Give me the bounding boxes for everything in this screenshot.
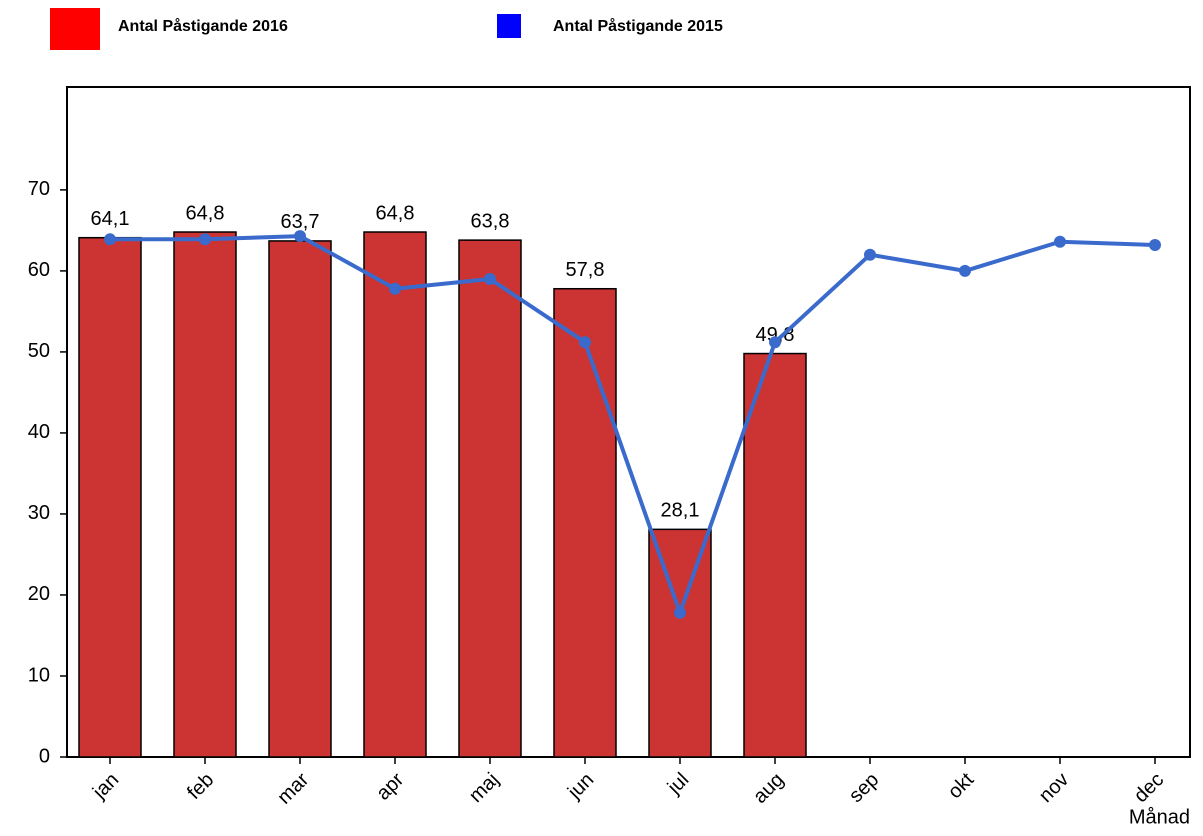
- y-tick-label: 10: [28, 664, 50, 686]
- line-marker: [579, 336, 591, 349]
- x-tick-label: maj: [465, 769, 503, 807]
- bar: [78, 236, 142, 758]
- y-tick-label: 50: [28, 340, 50, 362]
- data-label: 57,8: [566, 259, 605, 281]
- y-tick-label: 60: [28, 259, 50, 281]
- line-marker: [674, 606, 686, 619]
- y-tick-label: 30: [28, 502, 50, 524]
- line-marker: [294, 230, 306, 243]
- plot-frame: [66, 86, 1191, 758]
- x-tick-label: feb: [183, 769, 218, 804]
- y-tick-label: 40: [28, 421, 50, 443]
- x-tick-label: jul: [663, 769, 693, 799]
- line-marker: [389, 282, 401, 295]
- bar: [553, 287, 617, 758]
- data-label: 64,1: [91, 208, 130, 230]
- legend-swatch: [497, 14, 521, 38]
- bar: [648, 528, 712, 758]
- bar: [173, 231, 237, 758]
- bar: [268, 240, 332, 758]
- x-axis-label: Månad: [1129, 806, 1190, 828]
- data-label: 63,7: [281, 211, 320, 233]
- y-tick-label: 70: [28, 178, 50, 200]
- line-marker: [959, 264, 971, 277]
- x-tick-label: apr: [372, 768, 408, 804]
- line-marker: [1054, 235, 1066, 248]
- legend-swatch: [50, 8, 100, 50]
- line-marker: [104, 233, 116, 246]
- data-label: 64,8: [186, 202, 225, 224]
- y-tick-label: 20: [28, 583, 50, 605]
- line-marker: [1149, 238, 1161, 251]
- data-label: 63,8: [471, 210, 510, 232]
- line-marker: [199, 233, 211, 246]
- bar: [363, 231, 427, 758]
- x-tick-label: mar: [273, 768, 313, 808]
- x-tick-label: okt: [944, 768, 979, 803]
- bar: [458, 239, 522, 758]
- x-tick-label: jun: [563, 769, 598, 804]
- line-marker: [484, 273, 496, 286]
- legend-label: Antal Påstigande 2015: [553, 17, 723, 35]
- y-tick-label: 0: [39, 745, 50, 767]
- bar: [743, 352, 807, 758]
- x-tick-label: dec: [1130, 769, 1168, 807]
- x-tick-label: aug: [749, 769, 788, 808]
- line-marker: [864, 248, 876, 261]
- line: [110, 234, 1156, 615]
- data-label: 28,1: [661, 500, 700, 522]
- line-marker: [769, 336, 781, 349]
- data-label: 49,8: [756, 324, 795, 346]
- legend-label: Antal Påstigande 2016: [118, 17, 288, 35]
- x-tick-label: nov: [1035, 769, 1073, 807]
- data-label: 64,8: [376, 202, 415, 224]
- x-tick-label: sep: [845, 769, 883, 807]
- x-tick-label: jan: [88, 769, 123, 804]
